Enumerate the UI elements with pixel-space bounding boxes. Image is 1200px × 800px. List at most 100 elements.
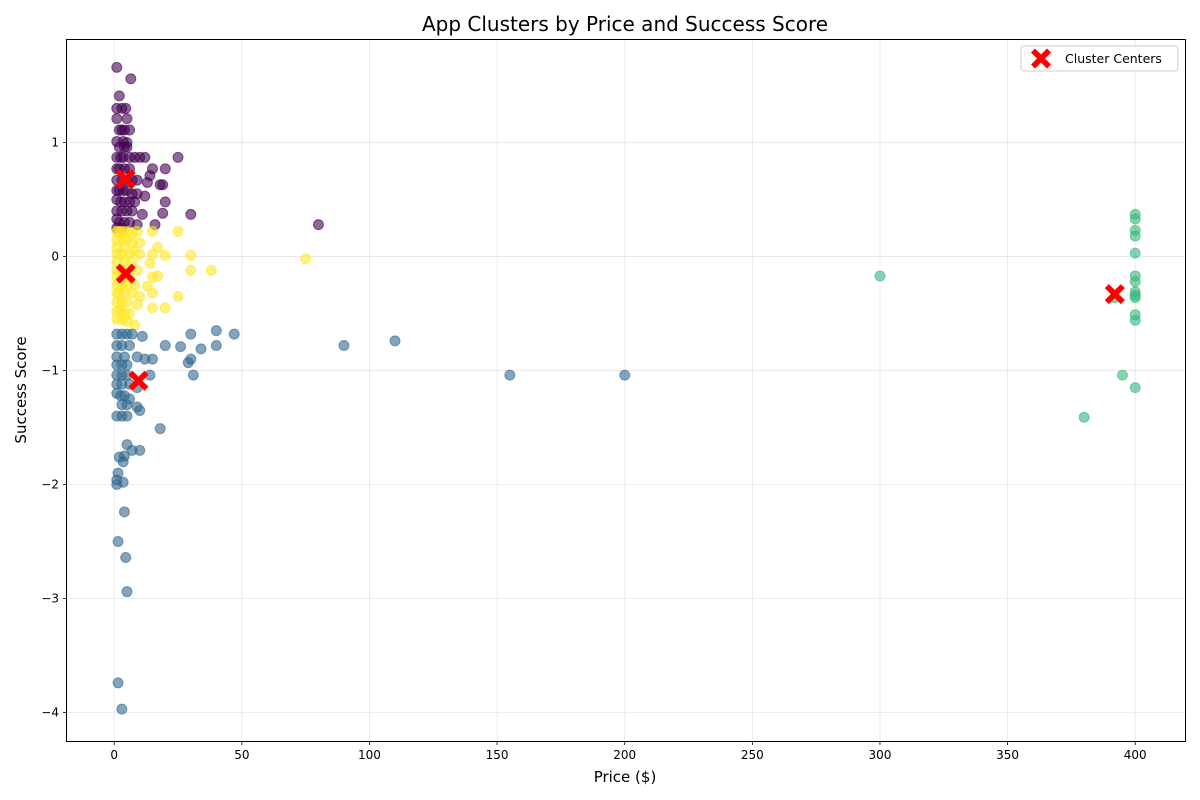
data-point-cluster-1 — [112, 536, 124, 548]
data-point-cluster-1 — [175, 341, 187, 353]
y-tick-label: 1 — [51, 136, 59, 150]
data-point-cluster-1 — [504, 369, 516, 381]
cluster-centers — [115, 169, 1125, 391]
x-tick-label: 0 — [110, 748, 118, 762]
x-axis-ticks: 0 50 100 150 200 250 300 350 400 — [110, 741, 1147, 762]
x-tick-label: 200 — [613, 748, 636, 762]
cluster-center-marker — [128, 370, 149, 391]
x-tick-label: 50 — [234, 748, 249, 762]
data-point-cluster-2 — [1129, 292, 1141, 304]
data-point-cluster-0 — [121, 113, 133, 125]
data-point-cluster-3 — [185, 264, 197, 276]
data-point-cluster-1 — [121, 359, 133, 371]
data-point-cluster-0 — [121, 141, 133, 153]
y-axis-label: Success Score — [12, 336, 30, 443]
cluster-center-marker — [1104, 284, 1125, 305]
data-point-cluster-1 — [338, 339, 350, 351]
chart-title: App Clusters by Price and Success Score — [422, 12, 828, 36]
legend: Cluster Centers — [1020, 45, 1179, 72]
x-tick-label: 350 — [996, 748, 1019, 762]
data-point-cluster-2 — [1129, 276, 1141, 288]
data-point-cluster-3 — [205, 264, 217, 276]
x-tick-label: 150 — [486, 748, 509, 762]
data-point-cluster-3 — [134, 237, 146, 249]
y-tick-label: 0 — [51, 250, 59, 264]
data-point-cluster-0 — [159, 163, 171, 175]
data-point-cluster-0 — [159, 196, 171, 208]
data-point-cluster-3 — [147, 302, 159, 314]
data-point-cluster-0 — [157, 179, 169, 191]
data-point-cluster-3 — [131, 225, 143, 237]
data-point-cluster-3 — [300, 253, 312, 265]
y-axis-ticks: 1 0 −1 −2 −3 −4 — [41, 136, 67, 720]
data-point-cluster-1 — [159, 339, 171, 351]
y-tick-label: −3 — [41, 592, 59, 606]
x-tick-label: 100 — [358, 748, 381, 762]
x-marker-icon — [1031, 48, 1051, 69]
data-point-cluster-1 — [389, 335, 401, 347]
data-point-cluster-2 — [1129, 382, 1141, 394]
data-point-cluster-1 — [126, 328, 138, 340]
data-point-cluster-3 — [147, 248, 159, 260]
data-point-cluster-1 — [619, 369, 631, 381]
data-point-cluster-3 — [131, 298, 143, 310]
x-tick-label: 300 — [869, 748, 892, 762]
data-point-cluster-1 — [195, 343, 207, 355]
data-point-cluster-0 — [111, 61, 123, 73]
data-point-cluster-1 — [118, 506, 130, 518]
data-point-cluster-1 — [228, 328, 240, 340]
data-points — [111, 61, 1141, 715]
data-point-cluster-1 — [121, 586, 133, 598]
data-point-cluster-0 — [172, 151, 184, 163]
data-point-cluster-1 — [117, 456, 129, 468]
data-point-cluster-1 — [136, 330, 148, 342]
data-point-cluster-1 — [182, 357, 194, 369]
data-point-cluster-3 — [147, 287, 159, 299]
y-tick-label: −4 — [41, 706, 59, 720]
data-point-cluster-0 — [124, 124, 136, 136]
data-point-cluster-1 — [134, 444, 146, 456]
data-point-cluster-1 — [121, 410, 133, 422]
data-point-cluster-1 — [154, 423, 166, 435]
cluster-center-marker — [115, 263, 136, 284]
data-point-cluster-1 — [134, 404, 146, 416]
data-point-cluster-0 — [129, 196, 141, 208]
data-point-cluster-0 — [136, 208, 148, 220]
data-point-cluster-2 — [1116, 369, 1128, 381]
data-point-cluster-2 — [1129, 213, 1141, 225]
data-point-cluster-0 — [126, 205, 138, 217]
gridlines — [67, 40, 1185, 741]
data-point-cluster-1 — [187, 369, 199, 381]
data-point-cluster-1 — [147, 353, 159, 365]
legend-label-cluster-centers: Cluster Centers — [1065, 51, 1162, 66]
data-point-cluster-1 — [120, 551, 132, 563]
data-point-cluster-3 — [185, 249, 197, 261]
data-point-cluster-3 — [172, 290, 184, 302]
x-axis-label: Price ($) — [594, 768, 657, 786]
data-point-cluster-1 — [185, 328, 197, 340]
data-point-cluster-3 — [159, 302, 171, 314]
data-point-cluster-3 — [121, 296, 133, 308]
data-point-cluster-3 — [172, 225, 184, 237]
data-point-cluster-0 — [131, 174, 143, 186]
data-point-cluster-2 — [1078, 411, 1090, 423]
y-tick-label: −2 — [41, 478, 59, 492]
data-point-cluster-0 — [120, 102, 132, 114]
data-point-cluster-1 — [124, 339, 136, 351]
legend-box — [1020, 45, 1179, 72]
data-point-cluster-3 — [147, 225, 159, 237]
data-point-cluster-3 — [144, 257, 156, 269]
data-point-cluster-3 — [134, 248, 146, 260]
data-point-cluster-0 — [141, 176, 153, 188]
cluster-center-marker — [115, 169, 136, 190]
data-point-cluster-0 — [157, 207, 169, 219]
data-point-cluster-2 — [1129, 230, 1141, 242]
data-point-cluster-3 — [129, 319, 141, 331]
data-point-cluster-3 — [159, 249, 171, 261]
x-tick-label: 250 — [741, 748, 764, 762]
data-point-cluster-1 — [210, 325, 222, 337]
data-point-cluster-1 — [112, 677, 124, 689]
data-point-cluster-0 — [139, 151, 151, 163]
data-point-cluster-1 — [121, 399, 133, 411]
